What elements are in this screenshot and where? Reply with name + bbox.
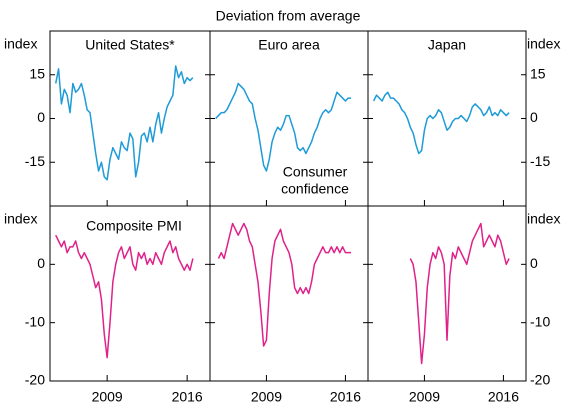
y-tick-label: 15 bbox=[530, 65, 546, 81]
data-line bbox=[217, 222, 352, 347]
x-tick-label: 2016 bbox=[330, 389, 361, 405]
y-axis-label: index bbox=[4, 36, 37, 52]
y-tick-label: -20 bbox=[530, 372, 550, 388]
y-axis-label: index bbox=[4, 211, 37, 227]
y-tick-label: -15 bbox=[25, 153, 45, 169]
y-tick-label: 0 bbox=[37, 109, 45, 125]
panel-frame bbox=[367, 205, 527, 382]
panel-title: Euro area bbox=[258, 37, 320, 53]
x-tick-label: 2009 bbox=[92, 389, 123, 405]
data-line bbox=[215, 82, 352, 172]
y-tick-label: -15 bbox=[530, 153, 550, 169]
annotation: Consumer bbox=[283, 164, 348, 180]
panel-frame bbox=[209, 205, 369, 382]
y-tick-label: 0 bbox=[530, 109, 538, 125]
data-line bbox=[409, 222, 510, 365]
data-line bbox=[54, 65, 194, 181]
data-line bbox=[372, 91, 510, 155]
panel-frame bbox=[367, 30, 527, 207]
x-tick-label: 2016 bbox=[172, 389, 203, 405]
y-tick-label: -20 bbox=[25, 372, 45, 388]
y-axis-label: index bbox=[527, 211, 560, 227]
data-line bbox=[55, 234, 194, 359]
panel-title: United States* bbox=[85, 37, 175, 53]
x-tick-label: 2016 bbox=[488, 389, 519, 405]
annotation: Composite PMI bbox=[86, 218, 182, 234]
y-tick-label: -10 bbox=[25, 313, 45, 329]
panel-frame bbox=[49, 30, 211, 207]
y-tick-label: 0 bbox=[37, 255, 45, 271]
y-tick-label: -10 bbox=[530, 313, 550, 329]
x-tick-label: 2009 bbox=[251, 389, 282, 405]
x-tick-label: 2009 bbox=[409, 389, 440, 405]
chart-subtitle: Deviation from average bbox=[216, 8, 361, 24]
y-tick-label: 15 bbox=[29, 65, 45, 81]
panel-title: Japan bbox=[428, 37, 466, 53]
annotation: confidence bbox=[281, 181, 349, 197]
y-axis-label: index bbox=[527, 36, 560, 52]
y-tick-label: 0 bbox=[530, 255, 538, 271]
